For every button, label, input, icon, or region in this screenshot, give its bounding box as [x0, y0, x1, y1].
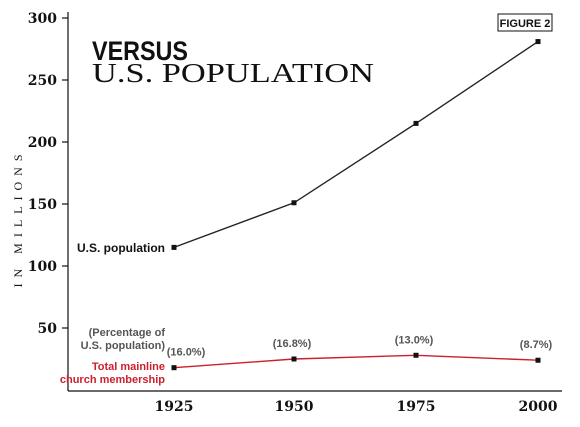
figure-badge-box	[497, 13, 553, 32]
percentage-note-line2: U.S. population)	[81, 340, 166, 352]
x-tick-label: 1975	[397, 399, 436, 415]
x-tick-label: 1925	[155, 399, 194, 415]
x-tick-label: 1950	[275, 399, 314, 415]
data-point-membership	[291, 356, 297, 362]
plot-layer: 50 100 150 200 250 300 1925 1950 1975 2000 (16.0%)…	[28, 11, 558, 415]
chart-title-line1: VERSUS	[92, 36, 188, 66]
series-line-membership	[173, 354, 539, 369]
y-tick-label: 50	[38, 321, 58, 337]
data-point-population	[413, 120, 419, 126]
x-tick-label: 2000	[519, 399, 558, 415]
membership-label-line1: Total mainline	[92, 361, 165, 373]
data-label-membership: (16.0%)	[167, 347, 206, 359]
data-point-membership	[535, 357, 541, 363]
chart-title-line2: U.S. POPULATION	[92, 58, 374, 88]
y-tick-label: 150	[28, 197, 57, 213]
data-point-membership	[171, 365, 177, 371]
membership-label-line2: church membership	[60, 374, 165, 386]
y-tick-label: 200	[28, 135, 57, 151]
data-point-population	[535, 39, 541, 45]
series-label-population: U.S. population	[77, 241, 165, 255]
data-point-membership	[413, 352, 419, 358]
y-tick-label: 300	[28, 11, 57, 27]
data-point-population	[291, 200, 297, 206]
y-tick-label: 100	[28, 259, 57, 275]
data-label-membership: (13.0%)	[395, 334, 434, 346]
series-line-population	[173, 41, 539, 249]
percentage-note-line1: (Percentage of	[89, 327, 166, 339]
data-point-population	[171, 244, 177, 250]
y-tick-label: 250	[28, 73, 57, 89]
data-label-membership: (8.7%)	[520, 339, 553, 351]
figure-badge: FIGURE 2	[500, 18, 551, 30]
data-label-membership: (16.8%)	[273, 338, 312, 350]
y-axis-title: IN MILLIONS	[11, 149, 25, 288]
